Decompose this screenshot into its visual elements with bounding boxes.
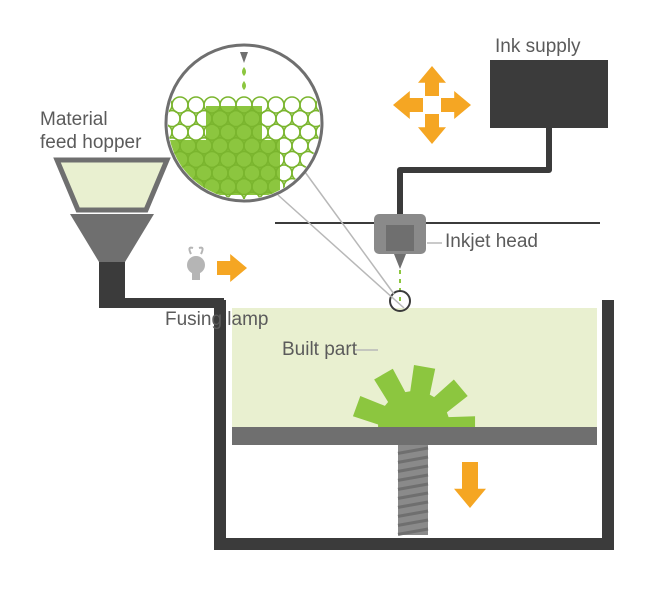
fusing-lamp-rays [189,248,202,254]
label-fusing-lamp: Fusing lamp [165,309,269,330]
label-hopper: feed hopper [40,132,142,153]
label-ink-supply: Ink supply [495,36,581,57]
ink-tube [400,128,549,216]
arrow-down [418,114,446,144]
label-material: Material [40,109,108,130]
arrow-right [441,91,471,119]
magnifier-contents [140,45,356,208]
arrow-up [418,66,446,96]
hopper-upper [57,160,167,210]
diagram-stage: Materialfeed hopper Ink supply Inkjet head… [0,0,660,586]
build-platform [232,427,597,445]
fusing-lamp-icon [187,256,205,274]
ink-supply-box [490,60,608,128]
arrow-right [217,254,247,282]
hopper-lower [70,214,154,262]
inkjet-head-inner [386,225,414,251]
recoater-shelf [99,298,224,308]
label-built-part: Built part [282,339,358,360]
inkjet-nozzle [394,254,406,269]
fusing-lamp-base [192,272,200,280]
label-inkjet-head: Inkjet head [445,231,538,252]
diagram-svg: Materialfeed hopper Ink supply Inkjet head… [0,0,660,586]
arrow-left [393,91,423,119]
arrow-down [454,462,486,508]
